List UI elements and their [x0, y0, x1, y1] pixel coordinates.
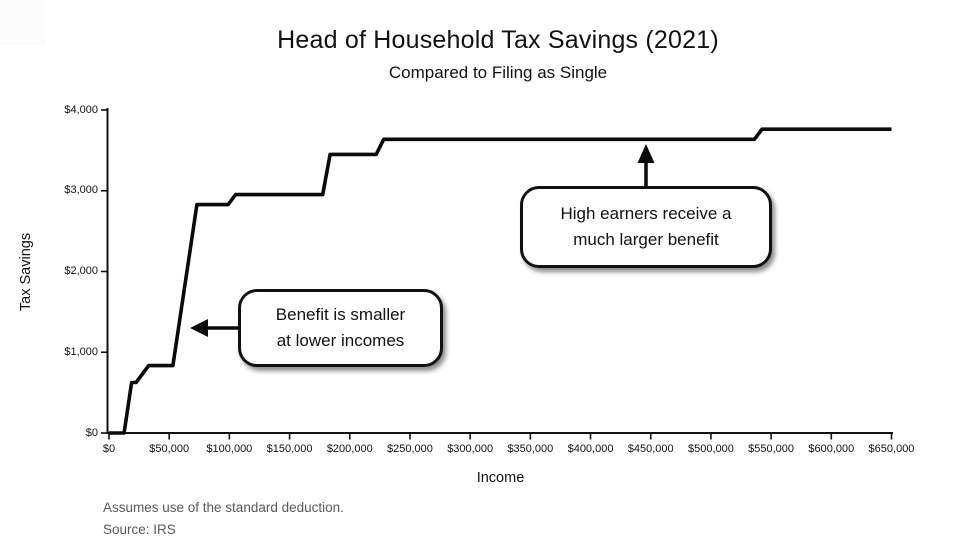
annotation-high-earners-line1: High earners receive a [560, 204, 732, 223]
annotation-low-income-line2: at lower incomes [276, 331, 405, 350]
annotation-low-income-line1: Benefit is smaller [275, 305, 406, 324]
footnote: Assumes use of the standard deduction. S… [103, 497, 344, 540]
corner-artifact [0, 0, 46, 46]
arrow-up [637, 144, 655, 188]
x-axis-title: Income [476, 470, 525, 486]
annotation-high-earners-line2: much larger benefit [573, 230, 719, 249]
annotation-low-income: Benefit is smaller at lower incomes [238, 289, 443, 367]
footnote-assumption: Assumes use of the standard deduction. [103, 500, 344, 515]
chart-subtitle: Compared to Filing as Single [388, 63, 608, 82]
chart-title: Head of Household Tax Savings (2021) [277, 26, 719, 54]
annotation-high-earners: High earners receive a much larger benef… [520, 186, 772, 268]
axis-ticks [101, 109, 893, 440]
footnote-source: Source: IRS [103, 521, 176, 537]
tax-savings-line [109, 127, 892, 435]
y-axis-title: Tax Savings [18, 232, 34, 312]
arrow-left [190, 319, 240, 337]
